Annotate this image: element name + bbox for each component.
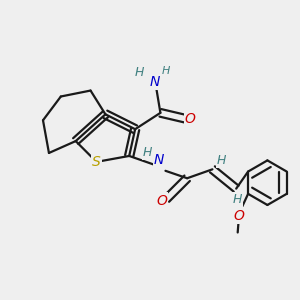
Text: S: S — [92, 155, 101, 169]
Text: H: H — [162, 66, 170, 76]
Text: O: O — [234, 208, 244, 223]
Text: H: H — [233, 193, 242, 206]
Text: H: H — [135, 66, 144, 79]
Text: O: O — [185, 112, 196, 126]
Text: H: H — [143, 146, 152, 159]
Text: N: N — [154, 153, 164, 167]
Text: O: O — [157, 194, 167, 208]
Text: H: H — [217, 154, 226, 167]
Text: N: N — [149, 75, 160, 88]
